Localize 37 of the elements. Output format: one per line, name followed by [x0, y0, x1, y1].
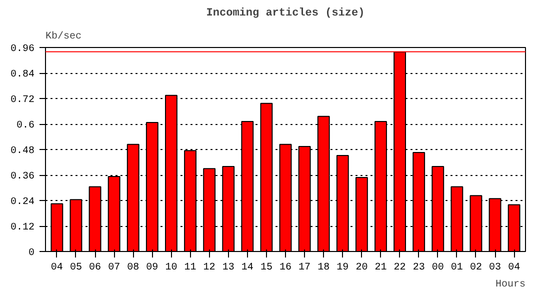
y-tick-label: 0.6	[16, 120, 35, 132]
x-tick-label: 02	[470, 262, 482, 274]
x-tick-label: 22	[394, 262, 406, 274]
x-tick-label: 12	[203, 262, 216, 274]
x-tick-label: 13	[222, 262, 234, 274]
x-tick-label: 17	[298, 262, 311, 274]
x-tick-label: 05	[70, 262, 82, 274]
y-tick-label: 0.48	[10, 146, 35, 157]
chart-title: Incoming articles (size)	[206, 8, 365, 20]
x-tick-label: 07	[108, 262, 120, 274]
y-tick-label: 0.24	[10, 197, 35, 208]
x-tick-label: 18	[318, 262, 330, 274]
x-tick-label: 14	[241, 262, 254, 274]
y-tick-label: 0.36	[10, 172, 35, 182]
x-tick-label: 09	[146, 262, 158, 274]
x-tick-label: 01	[450, 262, 463, 274]
y-tick-label: 0	[28, 248, 35, 259]
y-tick-label: 0.72	[10, 95, 35, 106]
x-tick-label: 04	[50, 262, 63, 274]
x-tick-label: 16	[280, 262, 292, 274]
y-tick-label: 0.12	[10, 222, 35, 234]
x-tick-label: 00	[432, 262, 444, 274]
y-tick-label: 0.96	[10, 44, 35, 55]
x-tick-label: 04	[508, 262, 520, 274]
x-tick-label: 06	[89, 262, 102, 274]
x-tick-label: 19	[336, 262, 349, 274]
y-tick-label: 0.84	[10, 70, 35, 80]
x-tick-label: 08	[127, 262, 140, 274]
x-tick-label: 10	[165, 262, 178, 274]
x-tick-label: 11	[184, 262, 196, 274]
x-tick-label: 15	[260, 262, 272, 274]
x-tick-label: 21	[374, 262, 387, 274]
x-tick-label: 20	[356, 262, 368, 274]
y-axis-title: Kb/sec	[46, 30, 82, 42]
x-tick-label: 03	[489, 262, 502, 274]
x-axis-title: Hours	[495, 280, 526, 290]
x-tick-label: 23	[412, 262, 425, 274]
